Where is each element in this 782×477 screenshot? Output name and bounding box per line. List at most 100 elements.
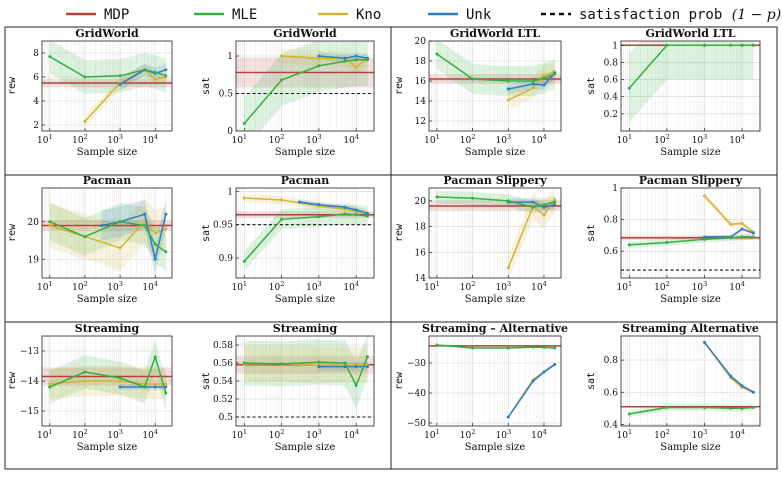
y-axis-label: sat — [201, 77, 212, 95]
data-point-mle — [627, 243, 631, 247]
y-axis-label: rew — [394, 223, 405, 242]
data-point-unk — [506, 87, 510, 91]
x-tick-label: 101 — [424, 133, 440, 146]
data-point-mle — [343, 361, 347, 365]
series-line-unk — [704, 228, 754, 238]
data-point-mle — [506, 199, 510, 203]
x-axis-label: Sample size — [77, 294, 138, 305]
y-tick-label: 0 — [227, 127, 233, 137]
y-tick-label: 0.4 — [604, 93, 619, 103]
data-point-unk — [164, 68, 168, 72]
y-tick-label: 20 — [28, 218, 40, 228]
x-tick-label: 101 — [231, 428, 247, 441]
data-point-mle — [553, 346, 557, 350]
data-point-kno — [531, 86, 535, 90]
y-tick-label: 1 — [612, 41, 618, 51]
data-point-mle — [343, 212, 347, 216]
data-point-mle — [729, 43, 733, 47]
x-tick-label: 101 — [617, 280, 633, 293]
y-tick-label: 14 — [415, 97, 427, 107]
x-tick-label: 103 — [495, 428, 511, 441]
plot-area — [621, 41, 760, 123]
y-tick-label: −13 — [20, 347, 39, 357]
data-point-kno — [506, 266, 510, 270]
y-tick-label: −50 — [407, 419, 426, 429]
data-point-kno — [542, 213, 546, 217]
x-tick-label: 101 — [424, 428, 440, 441]
x-tick-label: 104 — [531, 428, 547, 441]
y-tick-label: 0.4 — [604, 420, 619, 430]
y-tick-label: 8 — [33, 49, 39, 59]
grid — [621, 41, 760, 131]
data-point-mle — [665, 240, 669, 244]
data-point-mle — [280, 78, 284, 82]
y-tick-label: 6 — [33, 73, 39, 83]
legend-math: (1 − p) — [732, 7, 781, 23]
series-line-mle — [629, 236, 754, 246]
y-ticks: 0.4 0.6 0.8 — [604, 356, 624, 430]
plot-area — [42, 340, 172, 410]
band-mle — [49, 41, 166, 94]
data-point-mle — [751, 235, 755, 239]
y-tick-label: −40 — [407, 389, 426, 399]
data-point-mle — [471, 77, 475, 81]
x-tick-label: 104 — [343, 280, 359, 293]
y-tick-label: 20 — [415, 197, 427, 207]
axes-box — [620, 40, 761, 132]
panel-title: Streaming Alternative — [622, 322, 759, 335]
y-tick-label: 12 — [415, 117, 426, 127]
panel-title: GridWorld LTL — [450, 27, 540, 40]
plot-area — [42, 199, 172, 275]
y-tick-label: −15 — [20, 407, 39, 417]
x-axis-label: Sample size — [660, 147, 721, 158]
plot-area — [429, 343, 561, 419]
x-axis-label: Sample size — [275, 442, 336, 453]
x-tick-label: 104 — [729, 133, 745, 146]
data-point-mle — [740, 43, 744, 47]
data-point-mle — [665, 43, 669, 47]
x-tick-label: 103 — [107, 280, 123, 293]
y-axis-label: sat — [586, 77, 597, 95]
data-point-mle — [542, 203, 546, 207]
data-point-mle — [435, 52, 439, 56]
data-point-mle — [531, 79, 535, 83]
x-tick-label: 103 — [692, 280, 708, 293]
x-axis-label: Sample size — [275, 147, 336, 158]
x-axis-label: Sample size — [77, 147, 138, 158]
panel-title: Streaming — [75, 322, 140, 335]
data-point-mle — [83, 370, 87, 374]
y-tick-label: 0.5 — [219, 413, 234, 423]
panel-title: GridWorld LTL — [645, 27, 735, 40]
axes-box — [428, 40, 562, 132]
y-axis-label: rew — [394, 76, 405, 95]
data-point-unk — [531, 200, 535, 204]
chart-panel-11: 101 102 103 104 −50 −40 −30 Streaming – Alterna… — [394, 322, 568, 453]
y-tick-label: 18 — [415, 223, 427, 233]
data-point-kno — [164, 227, 168, 231]
series-line-mle — [49, 220, 167, 253]
x-axis-label: Sample size — [77, 442, 138, 453]
x-tick-label: 103 — [692, 428, 708, 441]
y-tick-label: 14 — [415, 274, 427, 284]
axes-box — [620, 187, 761, 279]
data-point-mle — [365, 58, 369, 62]
y-tick-label: 0.58 — [213, 341, 233, 351]
y-ticks: 12 14 16 18 20 — [415, 37, 432, 127]
y-tick-label: 0.8 — [604, 216, 619, 226]
legend-label: Kno — [356, 7, 381, 23]
data-point-mle — [702, 406, 706, 410]
y-tick-label: 0.8 — [604, 356, 619, 366]
data-point-mle — [164, 74, 168, 78]
data-point-unk — [164, 385, 168, 389]
series-line-kno — [244, 197, 368, 215]
data-point-mle — [83, 235, 87, 239]
legend-entry-mle: MLE — [194, 7, 257, 23]
panel-title: Pacman — [83, 174, 132, 187]
grid — [621, 188, 760, 278]
axes-box — [428, 335, 562, 427]
data-point-unk — [317, 54, 321, 58]
data-point-mle — [702, 43, 706, 47]
x-axis-label: Sample size — [465, 442, 526, 453]
x-tick-label: 102 — [460, 428, 476, 441]
x-tick-label: 101 — [231, 133, 247, 146]
